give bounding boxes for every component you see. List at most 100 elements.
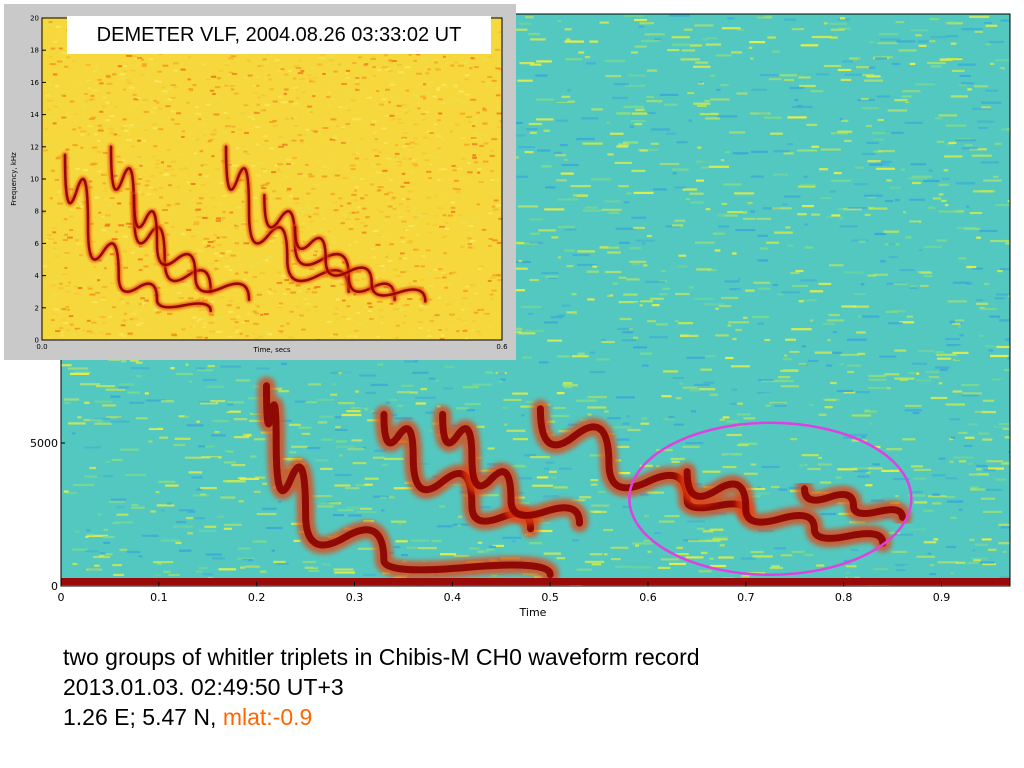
noise-speck <box>462 297 468 300</box>
noise-speck <box>981 106 991 109</box>
noise-speck <box>380 496 387 499</box>
noise-speck <box>491 239 498 242</box>
noise-speck <box>181 130 185 133</box>
noise-speck <box>407 298 413 300</box>
noise-speck <box>306 131 313 134</box>
noise-speck <box>452 271 457 274</box>
noise-speck <box>223 461 236 464</box>
noise-speck <box>398 522 402 525</box>
noise-speck <box>146 329 152 332</box>
noise-speck <box>426 92 430 95</box>
noise-speck <box>314 286 321 288</box>
noise-speck <box>869 422 873 425</box>
noise-speck <box>502 536 522 539</box>
noise-speck <box>849 521 865 524</box>
noise-speck <box>84 401 90 404</box>
noise-speck <box>529 218 544 221</box>
noise-speck <box>470 137 477 139</box>
noise-speck <box>281 241 286 244</box>
noise-speck <box>400 271 406 274</box>
noise-speck <box>671 43 690 46</box>
noise-speck <box>543 467 550 470</box>
noise-speck <box>977 116 997 119</box>
noise-speck <box>272 290 277 293</box>
noise-speck <box>647 550 652 553</box>
noise-speck <box>721 202 728 205</box>
noise-speck <box>440 553 457 556</box>
noise-speck <box>259 109 264 112</box>
noise-speck <box>894 99 908 102</box>
noise-speck <box>299 226 305 229</box>
noise-speck <box>135 182 141 185</box>
noise-speck <box>449 130 453 133</box>
noise-speck <box>252 84 257 87</box>
noise-speck <box>694 241 715 244</box>
noise-speck <box>313 232 317 235</box>
noise-speck <box>657 101 662 104</box>
noise-speck <box>397 404 403 407</box>
noise-speck <box>971 557 988 560</box>
noise-speck <box>254 304 259 307</box>
noise-speck <box>849 57 861 60</box>
noise-speck <box>155 284 162 287</box>
noise-speck <box>352 462 367 465</box>
noise-speck <box>977 473 989 476</box>
noise-speck <box>434 61 438 64</box>
noise-speck <box>543 495 560 498</box>
noise-speck <box>351 211 355 214</box>
noise-speck <box>89 98 94 101</box>
noise-speck <box>174 231 178 234</box>
noise-speck <box>258 335 263 338</box>
noise-speck <box>625 141 637 144</box>
noise-speck <box>175 541 182 545</box>
noise-speck <box>326 246 331 249</box>
noise-speck <box>731 51 743 54</box>
noise-speck <box>700 551 708 554</box>
noise-speck <box>402 145 407 148</box>
noise-speck <box>379 103 385 106</box>
noise-speck <box>77 287 83 289</box>
noise-speck <box>200 487 217 490</box>
noise-speck <box>189 380 193 383</box>
noise-speck <box>915 34 922 37</box>
noise-speck <box>53 105 59 108</box>
noise-speck <box>212 93 216 95</box>
noise-speck <box>879 311 892 314</box>
noise-speck <box>731 467 749 470</box>
noise-speck <box>308 109 315 112</box>
noise-speck <box>441 138 445 141</box>
noise-speck <box>89 418 106 421</box>
noise-speck <box>454 165 459 168</box>
noise-speck <box>412 371 429 374</box>
noise-speck <box>904 265 925 268</box>
noise-speck <box>756 15 765 18</box>
noise-speck <box>723 183 742 186</box>
noise-speck <box>262 58 267 61</box>
noise-speck <box>831 470 847 473</box>
noise-speck <box>437 268 443 271</box>
noise-speck <box>777 293 785 296</box>
noise-speck <box>734 192 755 195</box>
noise-speck <box>335 140 340 143</box>
noise-speck <box>423 110 430 113</box>
noise-speck <box>135 89 140 92</box>
noise-speck <box>898 49 917 52</box>
noise-speck <box>716 88 721 92</box>
noise-speck <box>299 174 306 177</box>
noise-speck <box>741 575 750 578</box>
noise-speck <box>861 107 880 110</box>
noise-speck <box>477 333 482 336</box>
noise-speck <box>74 285 78 288</box>
noise-speck <box>195 208 201 211</box>
noise-speck <box>375 209 380 212</box>
noise-speck <box>103 528 109 531</box>
noise-speck <box>381 98 387 101</box>
noise-speck <box>885 131 904 134</box>
noise-speck <box>311 291 318 294</box>
noise-speck <box>300 141 305 144</box>
noise-speck <box>508 267 528 270</box>
noise-speck <box>791 328 812 331</box>
noise-speck <box>272 100 278 103</box>
noise-speck <box>227 73 233 76</box>
noise-speck <box>701 38 708 41</box>
